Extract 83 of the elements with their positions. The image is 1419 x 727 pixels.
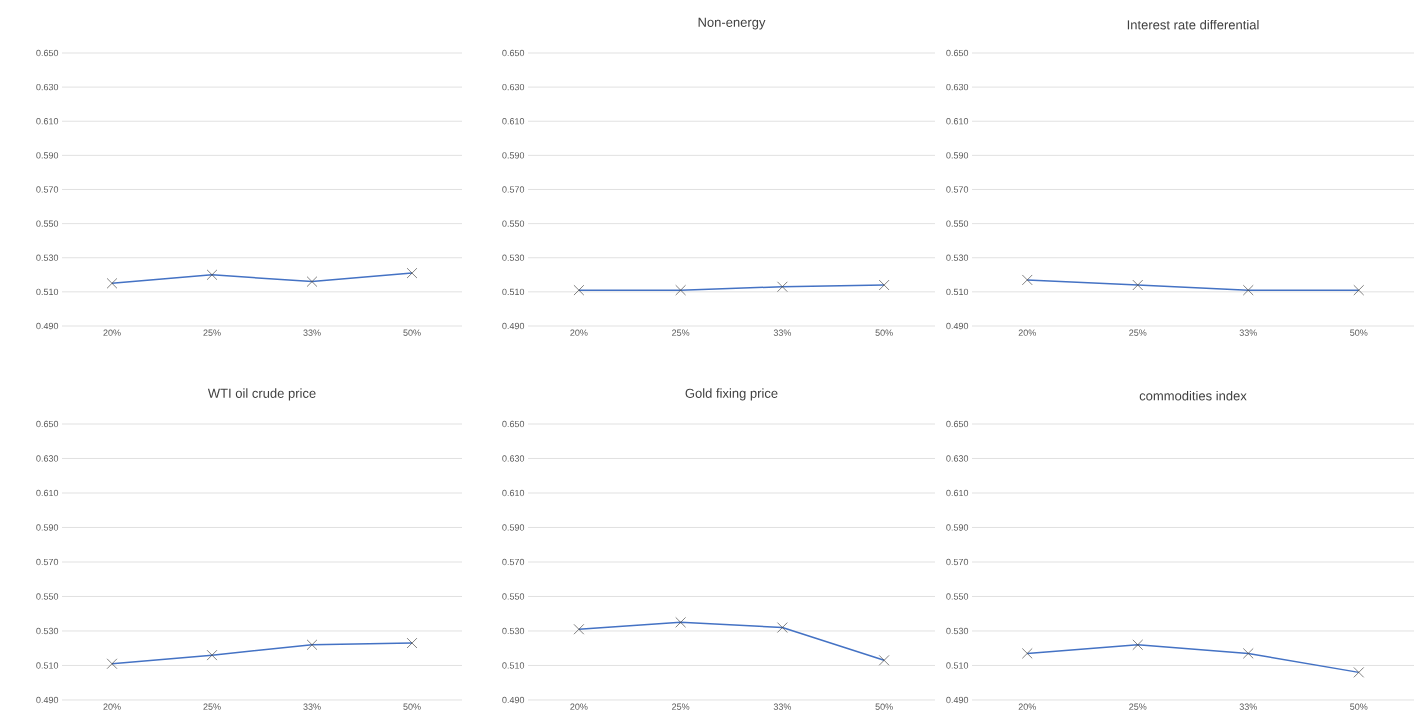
- y-tick-label: 0.650: [36, 49, 59, 57]
- x-tick-label: 25%: [672, 703, 690, 710]
- y-tick-label: 0.630: [502, 83, 525, 91]
- x-tick-label: 25%: [1129, 703, 1147, 710]
- y-tick-label: 0.530: [502, 254, 525, 261]
- y-tick-label: 0.490: [502, 322, 525, 330]
- y-tick-label: 0.530: [36, 627, 59, 635]
- x-tick-label: 33%: [303, 703, 321, 710]
- y-tick-label: 0.570: [502, 558, 525, 566]
- y-tick-label: 0.590: [946, 152, 969, 159]
- y-tick-label: 0.590: [36, 152, 59, 159]
- chart-title: WTI oil crude price: [207, 388, 316, 401]
- x-tick-label: 50%: [875, 329, 893, 336]
- y-tick-label: 0.650: [946, 49, 969, 57]
- y-tick-label: 0.510: [502, 288, 525, 296]
- x-tick-label: 20%: [570, 703, 588, 710]
- x-tick-label: 25%: [203, 703, 221, 710]
- chart-title: Gold fixing price: [685, 388, 778, 401]
- y-tick-label: 0.610: [946, 118, 969, 125]
- y-tick-label: 0.510: [36, 288, 59, 296]
- y-tick-label: 0.550: [502, 220, 525, 227]
- y-tick-label: 0.610: [36, 118, 59, 125]
- x-tick-label: 33%: [303, 329, 321, 336]
- y-tick-label: 0.630: [36, 455, 59, 462]
- x-tick-label: 25%: [203, 329, 221, 336]
- x-tick-label: 20%: [103, 703, 121, 710]
- y-tick-label: 0.590: [502, 152, 525, 159]
- y-tick-label: 0.630: [946, 455, 969, 462]
- y-tick-label: 0.650: [502, 49, 525, 57]
- y-tick-label: 0.490: [36, 696, 59, 704]
- y-tick-label: 0.530: [946, 254, 969, 261]
- y-tick-label: 0.530: [36, 254, 59, 261]
- x-tick-label: 20%: [1018, 329, 1036, 336]
- y-tick-label: 0.610: [502, 118, 525, 125]
- x-tick-label: 20%: [103, 329, 121, 336]
- y-tick-label: 0.650: [946, 420, 969, 428]
- y-tick-label: 0.530: [946, 627, 969, 635]
- y-tick-label: 0.550: [946, 220, 969, 227]
- x-tick-label: 33%: [1239, 703, 1257, 710]
- y-tick-label: 0.570: [36, 558, 59, 566]
- y-tick-label: 0.570: [502, 186, 525, 193]
- y-tick-label: 0.510: [946, 662, 969, 669]
- x-tick-label: 20%: [1018, 703, 1036, 710]
- y-tick-label: 0.490: [502, 696, 525, 704]
- y-tick-label: 0.550: [36, 220, 59, 227]
- y-tick-label: 0.650: [36, 420, 59, 428]
- chart-title: Interest rate differential: [1127, 19, 1259, 30]
- x-tick-label: 50%: [403, 329, 421, 336]
- x-tick-label: 33%: [773, 329, 792, 336]
- y-tick-label: 0.610: [36, 489, 59, 497]
- y-tick-label: 0.550: [946, 593, 969, 600]
- x-tick-label: 20%: [570, 329, 588, 336]
- y-tick-label: 0.610: [946, 489, 969, 497]
- y-tick-label: 0.630: [36, 83, 59, 91]
- y-tick-label: 0.590: [946, 524, 969, 531]
- y-tick-label: 0.610: [502, 489, 525, 497]
- chart-title: Non-energy: [698, 17, 766, 30]
- x-tick-label: 50%: [1350, 703, 1368, 710]
- y-tick-label: 0.570: [36, 186, 59, 193]
- y-tick-label: 0.570: [946, 558, 969, 566]
- y-tick-label: 0.510: [36, 662, 59, 669]
- y-tick-label: 0.630: [502, 455, 525, 462]
- y-tick-label: 0.590: [36, 524, 59, 531]
- y-tick-label: 0.630: [946, 83, 969, 91]
- y-tick-label: 0.490: [36, 322, 59, 330]
- x-tick-label: 25%: [1129, 329, 1147, 336]
- y-tick-label: 0.530: [502, 627, 525, 635]
- y-tick-label: 0.490: [946, 696, 969, 704]
- x-tick-label: 50%: [875, 703, 893, 710]
- y-tick-label: 0.490: [946, 322, 969, 330]
- x-tick-label: 50%: [403, 703, 421, 710]
- x-tick-label: 33%: [773, 703, 792, 710]
- x-tick-label: 25%: [672, 329, 690, 336]
- y-tick-label: 0.550: [36, 593, 59, 600]
- y-tick-label: 0.570: [946, 186, 969, 193]
- y-tick-label: 0.550: [502, 593, 525, 600]
- y-tick-label: 0.590: [502, 524, 525, 531]
- y-tick-label: 0.510: [502, 662, 525, 669]
- x-tick-label: 33%: [1239, 329, 1257, 336]
- y-tick-label: 0.510: [946, 288, 969, 296]
- x-tick-label: 50%: [1350, 329, 1368, 336]
- chart-title: commodities index: [1139, 390, 1247, 401]
- y-tick-label: 0.650: [502, 420, 525, 428]
